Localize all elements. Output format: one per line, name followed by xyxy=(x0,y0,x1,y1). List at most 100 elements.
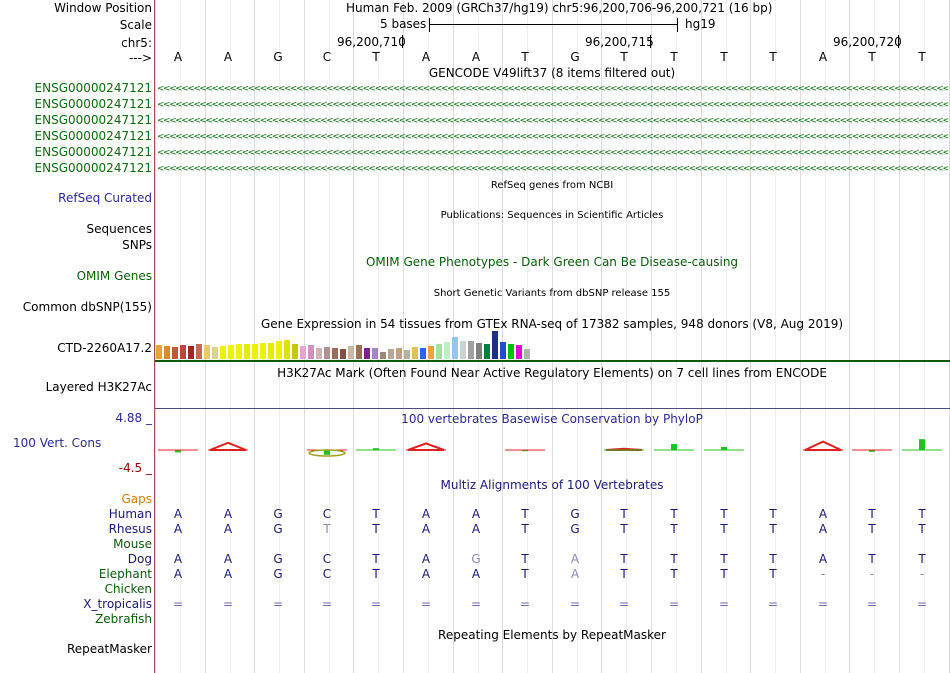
gtex-tissue-bar[interactable] xyxy=(172,347,178,359)
gencode-gene-label[interactable]: ENSG00000247121 xyxy=(34,129,152,143)
gtex-tissue-bar[interactable] xyxy=(204,345,210,359)
gtex-tissue-bar[interactable] xyxy=(188,346,194,359)
gtex-tissue-bar[interactable] xyxy=(428,346,434,359)
gtex-tissue-bar[interactable] xyxy=(236,344,242,359)
species-label-mouse[interactable]: Mouse xyxy=(113,537,152,551)
gtex-tissue-bar[interactable] xyxy=(348,346,354,359)
gtex-tissue-bar[interactable] xyxy=(316,348,322,359)
gtex-tissue-bar[interactable] xyxy=(372,348,378,359)
species-label-rhesus[interactable]: Rhesus xyxy=(108,522,152,536)
gtex-tissue-bar[interactable] xyxy=(444,342,450,359)
gtex-tissue-bar[interactable] xyxy=(324,347,330,359)
gtex-tissue-bar[interactable] xyxy=(452,337,458,359)
gtex-tissue-bar[interactable] xyxy=(276,341,282,359)
species-label-elephant[interactable]: Elephant xyxy=(98,567,152,581)
gtex-tissue-bar[interactable] xyxy=(260,343,266,359)
gtex-tissue-bar[interactable] xyxy=(524,349,530,359)
gtex-tissue-bar[interactable] xyxy=(420,348,426,359)
gtex-tissue-bar[interactable] xyxy=(268,343,274,359)
alignment-base: A xyxy=(173,522,183,536)
gencode-gene-chevrons[interactable]: <<<<<<<<<<<<<<<<<<<<<<<<<<<<<<<<<<<<<<<<… xyxy=(157,84,948,94)
coord-tick-label: 96,200,715 xyxy=(585,35,654,49)
reference-base: T xyxy=(720,50,728,64)
scale-label[interactable]: Scale xyxy=(119,18,152,32)
gtex-tissue-bar[interactable] xyxy=(196,344,202,359)
refseq-curated-label[interactable]: RefSeq Curated xyxy=(58,191,152,205)
gtex-gene-label[interactable]: CTD-2260A17.2 xyxy=(57,341,152,355)
gtex-tissue-bar[interactable] xyxy=(436,344,442,359)
species-label-x-tropicalis[interactable]: X_tropicalis xyxy=(83,597,152,611)
gtex-tissue-bar[interactable] xyxy=(300,346,306,359)
gtex-tissue-bar[interactable] xyxy=(220,346,226,359)
gtex-tissue-bar[interactable] xyxy=(468,341,474,359)
alignment-base: T xyxy=(918,522,926,536)
gtex-tissue-bar[interactable] xyxy=(508,344,514,359)
gtex-tissue-bar[interactable] xyxy=(388,349,394,359)
gtex-tissue-bar[interactable] xyxy=(404,350,410,359)
omim-genes-label[interactable]: OMIM Genes xyxy=(76,269,152,283)
label-column-divider[interactable] xyxy=(154,0,155,673)
gaps-label[interactable]: Gaps xyxy=(121,492,152,506)
gtex-tissue-bar[interactable] xyxy=(156,345,162,359)
sequences-label[interactable]: Sequences xyxy=(86,222,152,236)
alignment-base: A xyxy=(818,552,828,566)
strand-arrow-label[interactable]: ---> xyxy=(128,51,152,65)
species-label-chicken[interactable]: Chicken xyxy=(104,582,152,596)
gtex-tissue-bar[interactable] xyxy=(284,340,290,359)
gtex-tissue-bar[interactable] xyxy=(412,347,418,359)
alignment-base: T xyxy=(670,522,678,536)
phylop-track-label[interactable]: 100 Vert. Cons xyxy=(13,436,102,450)
gtex-tissue-bar[interactable] xyxy=(340,349,346,359)
gtex-tissue-bar[interactable] xyxy=(212,347,218,359)
gtex-tissue-bar[interactable] xyxy=(252,344,258,359)
gtex-tissue-bar[interactable] xyxy=(460,341,466,359)
gtex-tissue-bar[interactable] xyxy=(364,348,370,359)
phylop-min-value: -4.5 _ xyxy=(118,461,152,475)
gtex-tissue-bar[interactable] xyxy=(332,348,338,359)
gtex-tissue-bar[interactable] xyxy=(500,342,506,359)
gencode-gene-chevrons[interactable]: <<<<<<<<<<<<<<<<<<<<<<<<<<<<<<<<<<<<<<<<… xyxy=(157,148,948,158)
layered-h3k27ac-label[interactable]: Layered H3K27Ac xyxy=(45,380,152,394)
gencode-gene-chevrons[interactable]: <<<<<<<<<<<<<<<<<<<<<<<<<<<<<<<<<<<<<<<<… xyxy=(157,164,948,174)
window-position-label[interactable]: Window Position xyxy=(54,1,152,15)
reference-base: G xyxy=(570,50,580,64)
repeatmasker-label[interactable]: RepeatMasker xyxy=(66,642,152,656)
gtex-tissue-bar[interactable] xyxy=(476,343,482,359)
gtex-tissue-bar[interactable] xyxy=(356,345,362,359)
h3k27ac-baseline xyxy=(155,408,950,409)
gtex-tissue-bar[interactable] xyxy=(228,345,234,359)
base-grid-line xyxy=(874,0,875,673)
common-dbsnp-label[interactable]: Common dbSNP(155) xyxy=(22,300,152,314)
gtex-tissue-bar[interactable] xyxy=(244,344,250,359)
gtex-tissue-bar[interactable] xyxy=(308,345,314,359)
species-label-human[interactable]: Human xyxy=(108,507,152,521)
gtex-tissue-bar[interactable] xyxy=(484,344,490,359)
gtex-tissue-bar[interactable] xyxy=(396,348,402,359)
gencode-gene-label[interactable]: ENSG00000247121 xyxy=(34,145,152,159)
base-grid-line xyxy=(230,0,231,673)
reference-base: T xyxy=(620,50,628,64)
gtex-tissue-bar[interactable] xyxy=(164,346,170,359)
chrom-label[interactable]: chr5: xyxy=(121,36,152,50)
gtex-tissue-bar[interactable] xyxy=(492,331,498,359)
alignment-base: A xyxy=(471,567,481,581)
gtex-tissue-bar[interactable] xyxy=(180,345,186,359)
alignment-base: G xyxy=(273,552,283,566)
gencode-gene-chevrons[interactable]: <<<<<<<<<<<<<<<<<<<<<<<<<<<<<<<<<<<<<<<<… xyxy=(157,132,948,142)
gencode-gene-chevrons[interactable]: <<<<<<<<<<<<<<<<<<<<<<<<<<<<<<<<<<<<<<<<… xyxy=(157,100,948,110)
species-label-dog[interactable]: Dog xyxy=(127,552,152,566)
gencode-gene-label[interactable]: ENSG00000247121 xyxy=(34,161,152,175)
gencode-gene-label[interactable]: ENSG00000247121 xyxy=(34,97,152,111)
gencode-gene-label[interactable]: ENSG00000247121 xyxy=(34,81,152,95)
gtex-tissue-bar[interactable] xyxy=(516,345,522,359)
alignment-base: = xyxy=(321,597,333,611)
snps-label[interactable]: SNPs xyxy=(122,238,152,252)
species-label-zebrafish[interactable]: Zebrafish xyxy=(95,612,152,626)
alignment-base: T xyxy=(769,552,777,566)
gtex-tissue-bar[interactable] xyxy=(380,352,386,359)
gtex-tissue-bar[interactable] xyxy=(292,344,298,359)
gencode-gene-label[interactable]: ENSG00000247121 xyxy=(34,113,152,127)
alignment-base: A xyxy=(223,567,233,581)
gencode-gene-chevrons[interactable]: <<<<<<<<<<<<<<<<<<<<<<<<<<<<<<<<<<<<<<<<… xyxy=(157,116,948,126)
